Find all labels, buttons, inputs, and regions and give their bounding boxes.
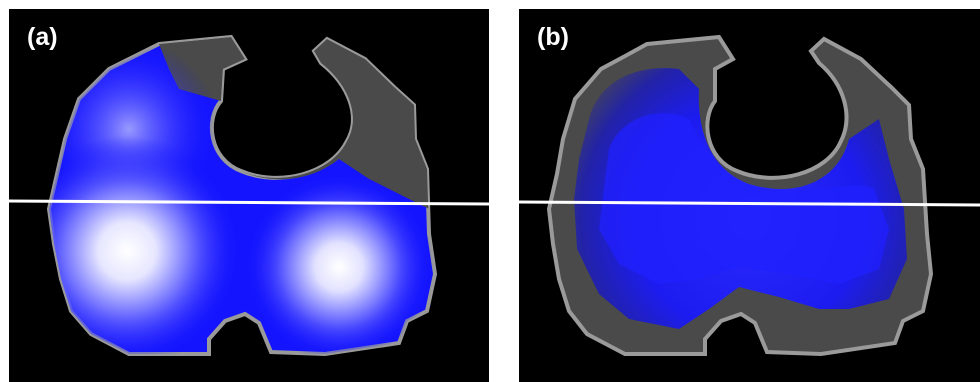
profile-line-b	[519, 200, 980, 207]
panel-b-image	[519, 35, 980, 356]
panel-b: (b)	[519, 9, 980, 382]
panel-a-image	[9, 35, 489, 356]
panel-a: (a)	[9, 9, 489, 382]
profile-line-a	[9, 199, 489, 206]
panel-b-label: (b)	[537, 23, 569, 51]
panel-a-label: (a)	[27, 23, 58, 51]
